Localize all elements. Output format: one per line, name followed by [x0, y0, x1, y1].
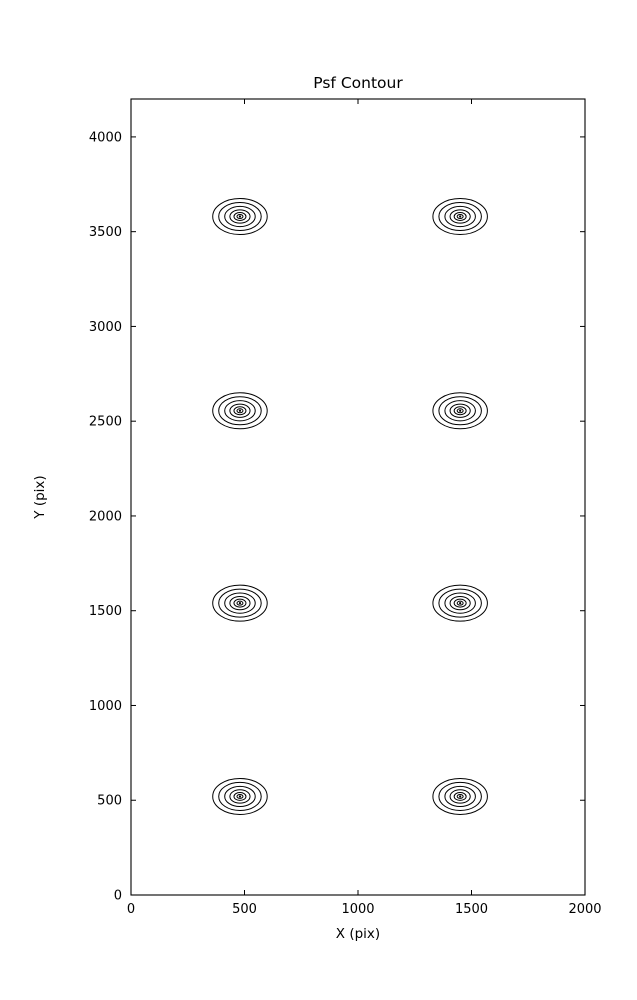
contour-ring [236, 214, 244, 219]
contour-ring [229, 789, 251, 804]
contour-layer [212, 198, 488, 815]
contour-ring [449, 209, 471, 224]
contour-ring [432, 392, 488, 430]
contour-ring [218, 781, 262, 811]
contour-ring [233, 598, 247, 608]
contour-ring [212, 584, 268, 622]
y-axis-label: Y (pix) [32, 475, 48, 519]
contour-ring [438, 201, 482, 232]
y-tick-label: 4000 [89, 130, 122, 145]
x-axis-ticks [130, 99, 586, 895]
axes-frame [130, 98, 586, 896]
psf-contour-source [212, 777, 268, 815]
page-title: Psf Contour [313, 74, 403, 92]
contour-ring [432, 584, 488, 622]
y-tick-label: 3000 [89, 320, 122, 335]
x-tick-label: 2000 [568, 902, 601, 917]
contour-ring [453, 212, 467, 221]
contour-ring [449, 595, 471, 611]
contour-ring [438, 588, 482, 618]
psf-contour-source [432, 198, 488, 236]
contour-ring [229, 209, 251, 224]
contour-ring [212, 392, 268, 430]
psf-contour-source [432, 584, 488, 622]
contour-ring [453, 406, 467, 416]
contour-ring [233, 791, 247, 801]
contour-ring [224, 785, 256, 808]
contour-core [238, 602, 242, 605]
contour-core [238, 409, 242, 412]
contour-ring [438, 781, 482, 811]
y-tick-label: 0 [114, 889, 122, 904]
contour-core [238, 215, 242, 218]
psf-contour-source [432, 777, 488, 815]
contour-core [459, 409, 462, 412]
contour-ring [456, 214, 464, 219]
x-tick-label: 1500 [455, 902, 488, 917]
contour-ring [449, 403, 471, 418]
contour-ring [444, 785, 476, 808]
contour-ring [438, 396, 482, 426]
contour-ring [212, 198, 268, 236]
contour-core [459, 795, 462, 798]
contour-ring [453, 598, 467, 608]
psf-contour-source [212, 392, 268, 430]
x-axis-tick-labels: 0 500 1000 1500 2000 [127, 902, 602, 917]
contour-ring [456, 408, 464, 414]
contour-core [238, 795, 242, 798]
contour-ring [224, 205, 256, 228]
y-tick-label: 2500 [89, 415, 122, 430]
y-tick-label: 3500 [89, 225, 122, 240]
contour-ring [449, 789, 471, 804]
contour-ring [218, 588, 262, 618]
psf-contour-source [212, 584, 268, 622]
y-tick-label: 500 [97, 794, 122, 809]
psf-contour-source [212, 198, 268, 236]
x-tick-label: 0 [127, 902, 135, 917]
contour-ring [233, 406, 247, 416]
contour-ring [432, 198, 488, 236]
y-axis-tick-labels: 0 500 1000 1500 2000 2500 3000 3500 4000 [89, 130, 122, 903]
contour-core [459, 215, 462, 218]
x-tick-label: 1000 [341, 902, 374, 917]
contour-ring [229, 595, 251, 611]
contour-ring [218, 396, 262, 426]
contour-ring [456, 600, 464, 606]
y-tick-label: 2000 [89, 509, 122, 524]
contour-ring [224, 400, 256, 422]
contour-ring [212, 777, 268, 815]
contour-ring [432, 777, 488, 815]
psf-contour-source [432, 392, 488, 430]
contour-ring [444, 592, 476, 614]
contour-ring [456, 793, 464, 799]
contour-ring [218, 201, 262, 232]
y-tick-label: 1000 [89, 699, 122, 714]
contour-ring [229, 403, 251, 418]
contour-core [459, 602, 462, 605]
contour-ring [236, 600, 244, 606]
y-tick-label: 1500 [89, 604, 122, 619]
contour-ring [224, 592, 256, 614]
contour-ring [453, 791, 467, 801]
x-tick-label: 500 [232, 902, 257, 917]
x-axis-label: X (pix) [336, 926, 380, 942]
contour-ring [444, 400, 476, 422]
contour-ring [233, 212, 247, 221]
y-axis-ticks [131, 136, 585, 896]
contour-ring [236, 793, 244, 799]
contour-ring [444, 205, 476, 228]
contour-ring [236, 408, 244, 414]
